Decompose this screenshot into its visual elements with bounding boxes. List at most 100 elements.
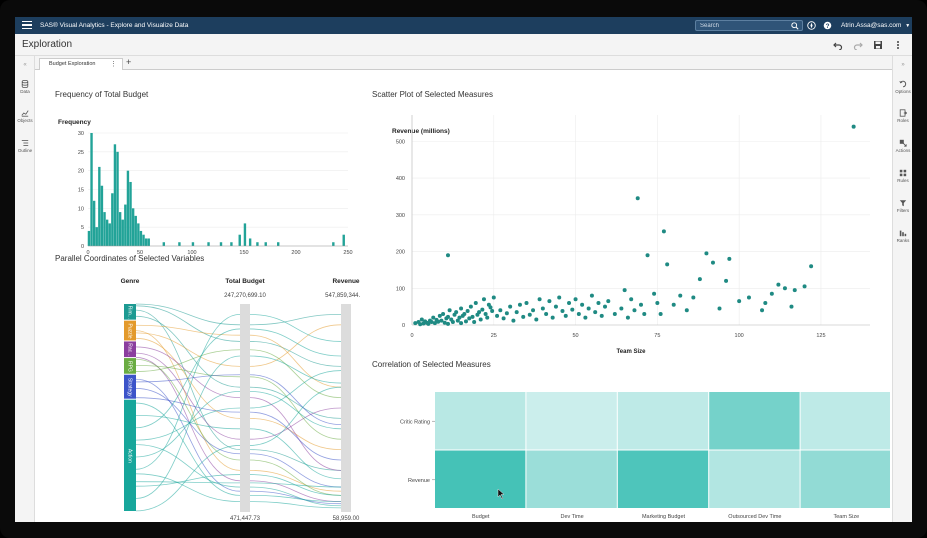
search-box[interactable] [695,20,803,31]
x-axis-label: Team Size [617,349,647,355]
right-item-filters[interactable]: Filters [893,199,912,213]
scatter-point [462,311,467,316]
parallel-chart[interactable]: Genre Total Budget Revenue 247,270,699.10 54… [50,267,360,522]
title-bar: Exploration [15,34,912,56]
parallel-line [135,481,342,488]
scatter-point [684,308,689,313]
right-item-rules[interactable]: Rules [893,169,912,183]
left-item-objects[interactable]: Objects [15,109,35,123]
histogram-bar [277,242,280,246]
scatter-point [655,300,660,305]
scatter-point [727,256,732,261]
histogram-bar [95,227,98,246]
scatter-point [524,300,529,305]
scatter-point [567,300,572,305]
y-tick-label: 10 [78,206,84,212]
scatter-point [454,310,459,315]
undo-icon[interactable] [833,40,843,50]
parallel-line [135,309,342,471]
scatter-point [463,319,468,324]
histogram-chart[interactable]: Frequency051015202530050100150200250Tota… [50,103,360,258]
scatter-point [445,321,450,326]
histogram-bar [139,230,143,246]
parallel-line [135,355,342,499]
heatmap-cell [617,450,709,508]
left-item-outline[interactable]: Outline [15,139,35,153]
menu-icon[interactable] [22,21,32,30]
histogram-bar [243,223,247,246]
histogram-bar [87,230,91,246]
scatter-point [661,229,666,234]
right-item-ranks[interactable]: Ranks [893,229,912,243]
x-tick-label: 100 [187,250,196,256]
y-tick-label: 0 [81,244,84,250]
parallel-line [135,315,342,419]
x-tick-label: 200 [291,250,300,256]
scatter-point [544,311,549,316]
right-panel: » Options Roles Actions [892,56,912,522]
parallel-line [135,349,342,398]
parallel-line [135,444,342,507]
scatter-point [652,291,657,296]
tab-menu-icon[interactable]: ⋮ [110,61,117,68]
collapse-right-icon[interactable]: » [901,62,905,68]
histogram-bar [147,238,150,246]
scatter-point [413,321,418,326]
scatter-point [537,297,542,302]
heatmap-cell [709,392,800,450]
right-item-roles[interactable]: Roles [893,109,912,123]
scatter-point [490,309,495,314]
left-panel: « Data Objects Outline [15,56,35,522]
heatmap-title: Correlation of Selected Measures [372,360,491,369]
user-name: Atrin.Assa@sas.com [841,22,902,29]
right-item-label: Options [895,89,911,94]
scatter-chart[interactable]: Revenue (millions) 0 100 200 300 400 500 0 25 50 7… [365,103,875,358]
x-category-label: Team Size [833,514,859,520]
compass-icon[interactable] [807,21,816,30]
scatter-point [576,311,581,316]
scatter-point [596,300,601,305]
collapse-left-icon[interactable]: « [23,62,27,68]
svg-text:?: ? [826,23,830,30]
scatter-point [498,308,503,313]
scatter-point [760,308,765,313]
scatter-point [478,317,483,322]
histogram-bar [111,193,114,246]
scatter-point [809,264,814,269]
scatter-point [521,314,526,319]
redo-icon[interactable] [853,40,863,50]
left-item-data[interactable]: Data [15,80,35,94]
histogram-bar [131,208,135,246]
user-menu[interactable]: Atrin.Assa@sas.com ▼ [841,22,910,29]
heatmap-cell [526,392,617,450]
help-icon[interactable]: ? [823,21,832,30]
search-icon[interactable] [791,22,799,30]
scatter-point [697,277,702,282]
right-item-options[interactable]: Options [893,80,912,94]
scatter-point [586,306,591,311]
heatmap-chart[interactable]: Critic Rating Revenue Budget Dev Time Market… [365,373,890,522]
scatter-point [439,318,444,323]
heatmap-cell [800,450,890,508]
parallel-line [135,352,342,440]
chart-icon [21,110,29,117]
scatter-title: Scatter Plot of Selected Measures [372,90,493,99]
x-tick-label: 50 [137,250,143,256]
genre-label: Puzzle [127,324,133,339]
scatter-point [442,320,447,325]
save-icon[interactable] [873,40,883,50]
right-item-actions[interactable]: Actions [893,139,912,153]
add-tab-icon[interactable]: + [126,57,132,67]
scatter-point [491,295,496,300]
more-icon[interactable] [893,40,903,50]
scatter-point [508,304,513,309]
x-category-label: Budget [472,514,490,520]
scatter-point [645,253,650,258]
scatter-point [603,304,608,309]
tab-budget-exploration[interactable]: Budget Exploration ⋮ [39,58,123,70]
search-input[interactable] [700,21,784,30]
axis-max-label: 547,859,344.65 [325,293,360,299]
scatter-point [436,319,441,324]
parallel-line [135,390,342,458]
scatter-point [495,313,500,318]
